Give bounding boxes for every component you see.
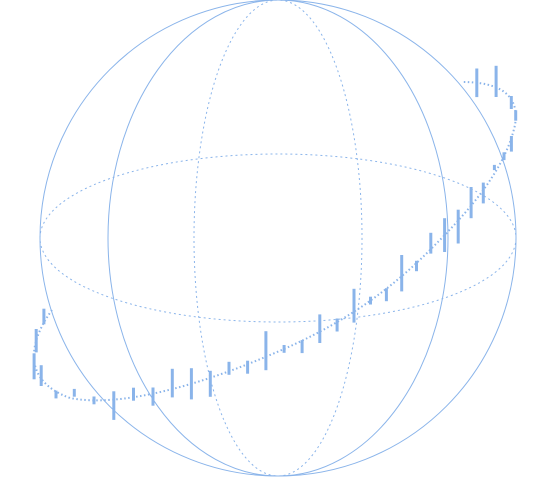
meridian-inner (193, 0, 363, 477)
orbit-path (33, 81, 517, 402)
data-bars (32, 65, 518, 420)
meridian-outer (107, 0, 449, 477)
sphere-wireframe (39, 0, 517, 477)
equator (39, 153, 517, 323)
